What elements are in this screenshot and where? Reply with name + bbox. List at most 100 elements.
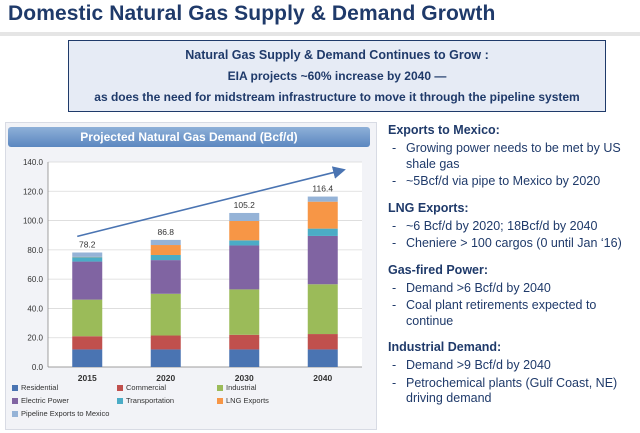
total-label: 105.2: [234, 200, 256, 210]
legend-swatch: [117, 398, 123, 404]
y-tick-label: 120.0: [23, 187, 44, 196]
legend-item: Residential: [12, 383, 58, 392]
bullet-text: ~6 Bcf/d by 2020; 18Bcf/d by 2040: [406, 218, 598, 233]
legend-item: Pipeline Exports to Mexico: [12, 409, 109, 418]
total-label: 86.8: [157, 227, 174, 237]
bullet-text: Demand >6 Bcf/d by 2040: [406, 280, 551, 295]
bullet-dash: -: [392, 141, 397, 155]
callout-line-1: Natural Gas Supply & Demand Continues to…: [185, 47, 489, 62]
bullet-text: Demand >9 Bcf/d by 2040: [406, 358, 551, 372]
bullet-text: Coal plant retirements expected to conti…: [406, 298, 597, 328]
bar-segment-transportation: [150, 254, 181, 261]
y-tick-label: 60.0: [27, 275, 43, 284]
bar-segment-transportation: [72, 257, 103, 262]
bar-segment-commercial: [150, 335, 181, 350]
legend-label: Transportation: [126, 396, 175, 405]
x-tick-label: 2030: [235, 373, 254, 382]
total-label: 78.2: [79, 239, 96, 249]
bullet-item: - Growing power needs to be met by US sha…: [388, 141, 636, 172]
legend-label: Commercial: [126, 383, 167, 392]
section-heading: Gas-fired Power:: [388, 262, 489, 277]
legend-label: Pipeline Exports to Mexico: [21, 409, 110, 418]
bullet-dash: -: [392, 358, 397, 372]
bullet-item: - Demand >9 Bcf/d by 2040: [388, 358, 636, 374]
bullet-item: - Coal plant retirements expected to cont…: [388, 298, 636, 329]
bar-segment-lng-exports: [307, 201, 338, 229]
bar-segment-electric-power: [150, 260, 181, 294]
total-label: 116.4: [312, 184, 333, 194]
legend-item: Transportation: [117, 396, 174, 405]
y-tick-label: 140.0: [23, 158, 44, 167]
x-tick-label: 2020: [156, 373, 175, 382]
bar-segment-commercial: [229, 334, 260, 350]
notes-panel: Exports to Mexico: - Growing power needs t…: [388, 122, 636, 417]
bar-segment-transportation: [307, 228, 338, 236]
bar-segment-electric-power: [229, 245, 260, 290]
notes-section: Exports to Mexico: - Growing power needs t…: [388, 122, 636, 190]
y-tick-label: 100.0: [23, 217, 44, 226]
bar-segment-pipeline-exports-to-mexico: [150, 239, 181, 246]
trend-arrow: [77, 166, 346, 238]
bar-segment-residential: [150, 349, 181, 367]
legend-swatch: [12, 411, 18, 417]
bar-segment-industrial: [229, 289, 260, 335]
legend-label: Electric Power: [21, 396, 69, 405]
bar-segment-transportation: [229, 240, 260, 246]
bar-segment-lng-exports: [229, 221, 260, 241]
bullet-dash: -: [392, 280, 397, 295]
legend-item: Electric Power: [12, 396, 69, 405]
page-title: Domestic Natural Gas Supply & Demand Gro…: [8, 2, 496, 25]
legend-swatch: [217, 385, 223, 391]
x-tick-label: 2040: [313, 373, 332, 382]
legend-label: LNG Exports: [226, 396, 269, 405]
bar-segment-industrial: [307, 284, 338, 335]
bullet-dash: -: [392, 375, 397, 390]
bar-segment-residential: [72, 349, 103, 367]
notes-section: LNG Exports: - ~6 Bcf/d by 2020; 18Bcf/d b…: [388, 200, 636, 252]
callout-line-2: EIA projects ~60% increase by 2040 —: [227, 68, 447, 83]
legend-item: Industrial: [217, 383, 256, 392]
bullet-dash: -: [392, 218, 397, 233]
bar-segment-industrial: [150, 293, 181, 336]
bullet-text: Cheniere > 100 cargos (0 until Jan ‘16): [406, 236, 622, 250]
bullet-dash: -: [392, 236, 397, 250]
bar-segment-pipeline-exports-to-mexico: [307, 196, 338, 202]
bar-segment-electric-power: [307, 235, 338, 285]
section-heading: Exports to Mexico:: [388, 123, 500, 137]
legend-swatch: [117, 385, 123, 391]
notes-section: Industrial Demand: - Demand >9 Bcf/d by 20…: [388, 339, 636, 407]
x-tick-label: 2015: [78, 373, 97, 382]
legend-swatch: [217, 398, 223, 404]
bar-segment-lng-exports: [150, 245, 181, 255]
bullet-text: Growing power needs to be met by US shal…: [406, 141, 621, 171]
bullet-dash: -: [392, 298, 397, 312]
legend-item: LNG Exports: [217, 396, 269, 405]
legend-label: Residential: [21, 383, 59, 392]
y-tick-label: 0.0: [32, 363, 44, 372]
bar-segment-industrial: [72, 299, 103, 337]
callout-box: Natural Gas Supply & Demand Continues to…: [68, 40, 606, 112]
title-divider: [0, 32, 640, 36]
bar-segment-commercial: [72, 336, 103, 350]
bar-segment-pipeline-exports-to-mexico: [229, 212, 260, 222]
bar-segment-residential: [229, 349, 260, 367]
chart-title: Projected Natural Gas Demand (Bcf/d): [8, 127, 370, 147]
bullet-text: Petrochemical plants (Gulf Coast, NE) dr…: [406, 375, 618, 406]
bullet-text: ~5Bcf/d via pipe to Mexico by 2020: [406, 174, 601, 188]
y-tick-label: 80.0: [27, 246, 43, 255]
bar-segment-electric-power: [72, 261, 103, 300]
demand-chart: 0.0 20.0 40.0 60.0 80.0 100.0 120.0 140.0 78.2 20…: [23, 158, 362, 382]
callout-line-3: as does the need for midstream infrastru…: [94, 89, 580, 104]
section-heading: Industrial Demand:: [388, 340, 502, 354]
y-tick-label: 20.0: [27, 334, 43, 343]
bullet-item: - Cheniere > 100 cargos (0 until Jan ‘16): [388, 236, 636, 252]
legend-item: Commercial: [117, 383, 166, 392]
y-tick-label: 40.0: [27, 304, 43, 313]
bullet-item: - ~5Bcf/d via pipe to Mexico by 2020: [388, 174, 636, 190]
section-heading: LNG Exports:: [388, 200, 469, 215]
bullet-item: - Demand >6 Bcf/d by 2040: [388, 281, 636, 297]
bullet-item: - ~6 Bcf/d by 2020; 18Bcf/d by 2040: [388, 219, 636, 235]
notes-section: Gas-fired Power: - Demand >6 Bcf/d by 2040…: [388, 262, 636, 330]
bar-segment-residential: [307, 349, 338, 367]
bar-segment-commercial: [307, 334, 338, 350]
